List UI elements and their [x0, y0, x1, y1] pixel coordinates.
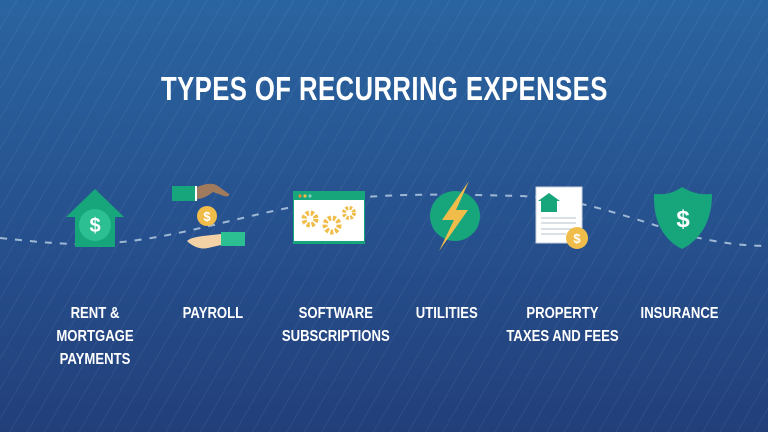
label-utilities: UTILITIES — [372, 302, 522, 325]
label-text: INSURANCE — [640, 305, 720, 322]
label-text: UTILITIES — [416, 305, 478, 322]
hands-coin-icon: $ — [172, 183, 245, 249]
lightning-icon — [430, 181, 480, 251]
svg-text:$: $ — [203, 209, 211, 224]
dashed-path — [0, 193, 768, 247]
label-text: PROPERTY TAXES AND FEES — [505, 305, 619, 345]
browser-gears-icon — [293, 191, 365, 244]
house-dollar-icon: $ — [66, 189, 124, 247]
svg-text:$: $ — [573, 231, 581, 246]
svg-text:$: $ — [676, 206, 690, 233]
label-text: SOFTWARE SUBSCRIPTIONS — [282, 305, 390, 345]
label-software: SOFTWARE SUBSCRIPTIONS — [261, 302, 411, 348]
shield-dollar-icon: $ — [653, 187, 712, 249]
label-payroll: PAYROLL — [138, 302, 288, 325]
label-rent-mortgage: RENT & MORTGAGE PAYMENTS — [20, 302, 170, 371]
svg-text:$: $ — [89, 215, 100, 237]
page-title: TYPES OF RECURRING EXPENSES — [0, 70, 768, 108]
title-text: TYPES OF RECURRING EXPENSES — [160, 70, 608, 107]
label-property: PROPERTY TAXES AND FEES — [487, 302, 637, 348]
label-text: PAYROLL — [182, 305, 244, 322]
label-text: RENT & MORTGAGE PAYMENTS — [56, 305, 134, 368]
document-coin-icon: $ — [535, 186, 588, 249]
label-insurance: INSURANCE — [605, 302, 755, 325]
